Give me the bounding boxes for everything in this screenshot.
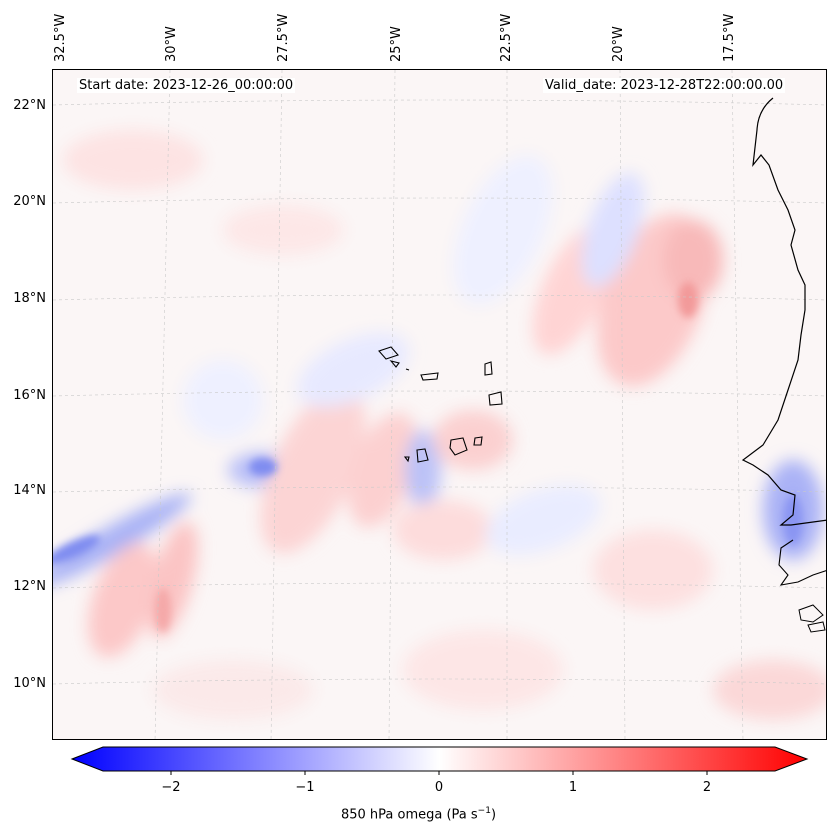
map-panel [52,69,827,740]
valid-date-label: Valid_date: 2023-12-28T22:00:00.00 [543,78,786,93]
colorbar-tick: −1 [295,780,315,795]
lat-label: 10°N [13,676,46,691]
colorbar-tick: 2 [702,780,712,795]
colorbar-tick: 1 [568,780,578,795]
coastline-africa [741,97,826,526]
cape-verde-islands [378,346,503,463]
colorbar-title-exponent: −1 [477,806,491,816]
omega-anomalies [53,130,826,720]
lon-label: 20°W [611,26,626,62]
lon-label: 32.5°W [53,13,68,62]
lat-label: 16°N [13,388,46,403]
lat-label: 22°N [13,98,46,113]
lat-label: 18°N [13,291,46,306]
lon-label: 17.5°W [722,13,737,62]
lat-label: 12°N [13,579,46,594]
graticule [53,70,826,739]
colorbar-title-end: ) [490,807,497,823]
lon-label: 27.5°W [276,13,291,62]
colorbar-title: 850 hPa omega (Pa s−1) [0,806,837,822]
colorbar-title-text: 850 hPa omega (Pa s [340,807,478,823]
omega-field [53,70,826,739]
lat-label: 20°N [13,194,46,209]
colorbar-tick: 0 [434,780,444,795]
lon-label: 25°W [389,26,404,62]
lon-label: 30°W [164,26,179,62]
lon-label: 22.5°W [499,13,514,62]
lat-label: 14°N [13,483,46,498]
start-date-label: Start date: 2023-12-26_00:00:00 [77,78,296,93]
colorbar-tick: −2 [161,780,181,795]
